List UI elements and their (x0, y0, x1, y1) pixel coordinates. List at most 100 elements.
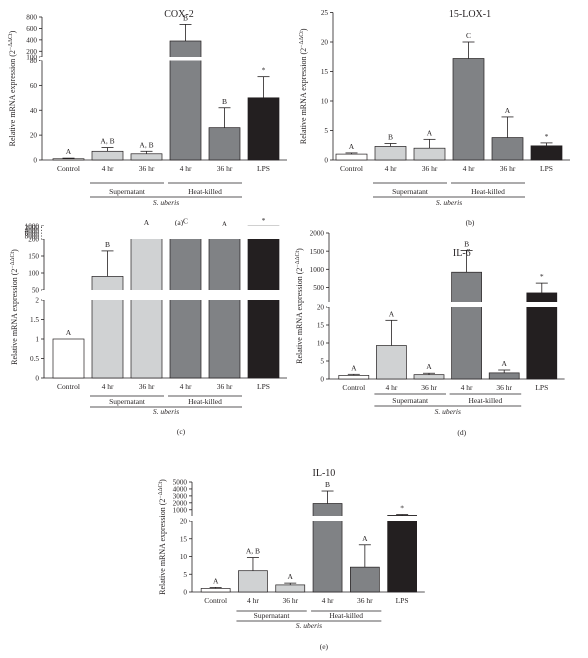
y-tick-label: 0.5 (30, 355, 39, 363)
y-tick-label: 600 (26, 25, 37, 33)
y-tick-label: 1000 (310, 266, 325, 274)
data-label: A (351, 363, 357, 372)
bar (52, 158, 85, 161)
y-tick-label: 20 (321, 39, 329, 47)
y-axis-label: Relative mRNA expression (2−ΔΔCt) (158, 479, 167, 595)
y-axis-label: Relative mRNA expression (2−ΔΔCt) (8, 30, 17, 146)
y-axis-label-main: Relative mRNA expression (2 (299, 48, 308, 144)
y-tick-label: 5 (324, 127, 328, 135)
y-axis-label-superscript: −ΔΔCt (10, 252, 16, 269)
x-tick-label: 4 hr (463, 164, 475, 173)
x-tick-label: 4 hr (461, 383, 473, 392)
species-label: S. uberis (296, 621, 322, 630)
bar (413, 147, 446, 161)
y-tick-label: 25 (321, 9, 329, 17)
x-tick-label: 4 hr (180, 164, 192, 173)
y-tick-label: 1000 (25, 223, 40, 231)
y-tick-label: 800 (26, 14, 37, 22)
y-tick-label: 0 (324, 157, 328, 165)
y-tick-label: 5000 (173, 479, 188, 487)
bar (350, 566, 380, 593)
data-label: A, B (100, 137, 114, 146)
y-axis-label: Relative mRNA expression (2−ΔΔCt) (10, 249, 19, 365)
y-tick-label: 1500 (310, 248, 325, 256)
y-axis-label-superscript: −ΔΔCt (295, 251, 301, 268)
bar (52, 338, 85, 379)
bar (238, 570, 268, 593)
x-tick-label: 36 hr (357, 596, 373, 605)
y-axis-label-close: ) (158, 479, 167, 482)
bar (335, 153, 368, 161)
y-tick-label: 15 (321, 68, 329, 76)
x-tick-label: 36 hr (500, 164, 516, 173)
x-tick-label: 36 hr (139, 164, 155, 173)
bar (387, 515, 417, 593)
x-tick-label: 4 hr (385, 164, 397, 173)
data-label: A, B (246, 547, 260, 556)
data-label: A (505, 106, 511, 115)
data-label: * (400, 504, 404, 513)
data-label: A, B (139, 140, 153, 149)
y-tick-label: 50 (32, 287, 40, 295)
x-tick-label: 4 hr (385, 383, 397, 392)
data-label: A (66, 328, 72, 337)
species-label: S. uberis (153, 407, 179, 416)
x-tick-label: Control (57, 382, 80, 391)
group-label: Heat-killed (471, 187, 505, 196)
y-axis-label-main: Relative mRNA expression (2 (158, 499, 167, 595)
species-label: S. uberis (436, 198, 462, 207)
panel-label: (c) (177, 427, 186, 436)
y-axis-label-superscript: −ΔΔCt (299, 31, 305, 48)
bar (452, 58, 485, 161)
y-tick-label: 80 (30, 57, 38, 65)
y-tick-label: 400 (26, 36, 37, 44)
data-label: A (222, 220, 228, 229)
x-tick-label: LPS (540, 164, 553, 173)
data-label: B (222, 97, 227, 106)
y-tick-label: 8000 (25, 233, 40, 241)
bar (488, 372, 520, 380)
data-label: * (545, 132, 549, 141)
panel-label: (e) (320, 642, 329, 651)
group-label: Supernatant (392, 187, 429, 196)
data-label: * (262, 66, 266, 75)
bar (530, 145, 563, 161)
axis-break (327, 302, 567, 307)
bar (275, 584, 306, 593)
y-axis-label-main: Relative mRNA expression (2 (295, 268, 304, 364)
y-axis-label-main: Relative mRNA expression (2 (10, 269, 19, 365)
y-tick-label: 0 (320, 376, 324, 384)
y-tick-label: 4000 (173, 486, 188, 494)
bar (169, 226, 202, 379)
data-label: B (105, 240, 110, 249)
y-tick-label: 2 (35, 297, 39, 305)
chart-title: 15-LOX-1 (449, 9, 491, 20)
y-tick-label: 1000 (173, 506, 188, 514)
bar (91, 150, 124, 161)
y-tick-label: 6000 (25, 230, 40, 238)
y-tick-label: 200 (28, 236, 39, 244)
y-tick-label: 0 (35, 375, 39, 383)
bar (413, 374, 445, 380)
x-tick-label: 4 hr (247, 596, 259, 605)
data-label: B (464, 239, 469, 248)
y-axis-label-superscript: −ΔΔCt (8, 33, 14, 50)
y-tick-label: 1.5 (30, 316, 39, 324)
y-axis-label-superscript: −ΔΔCt (158, 482, 164, 499)
data-label: A (501, 359, 507, 368)
chart-title: IL-6 (453, 248, 471, 259)
x-tick-label: Control (342, 383, 365, 392)
x-tick-label: 4 hr (322, 596, 334, 605)
y-tick-label: 20 (317, 304, 325, 312)
y-axis-label-close: ) (299, 28, 308, 31)
panel-label: (b) (466, 218, 475, 227)
y-tick-label: 20 (180, 518, 188, 526)
group-label: Heat-killed (188, 397, 222, 406)
y-tick-label: 0 (183, 589, 187, 597)
y-tick-label: 500 (313, 284, 324, 292)
y-axis-label-close: ) (295, 248, 304, 251)
y-tick-label: 10 (180, 553, 188, 561)
group-label: Heat-killed (469, 396, 503, 405)
y-tick-label: 100 (28, 270, 39, 278)
